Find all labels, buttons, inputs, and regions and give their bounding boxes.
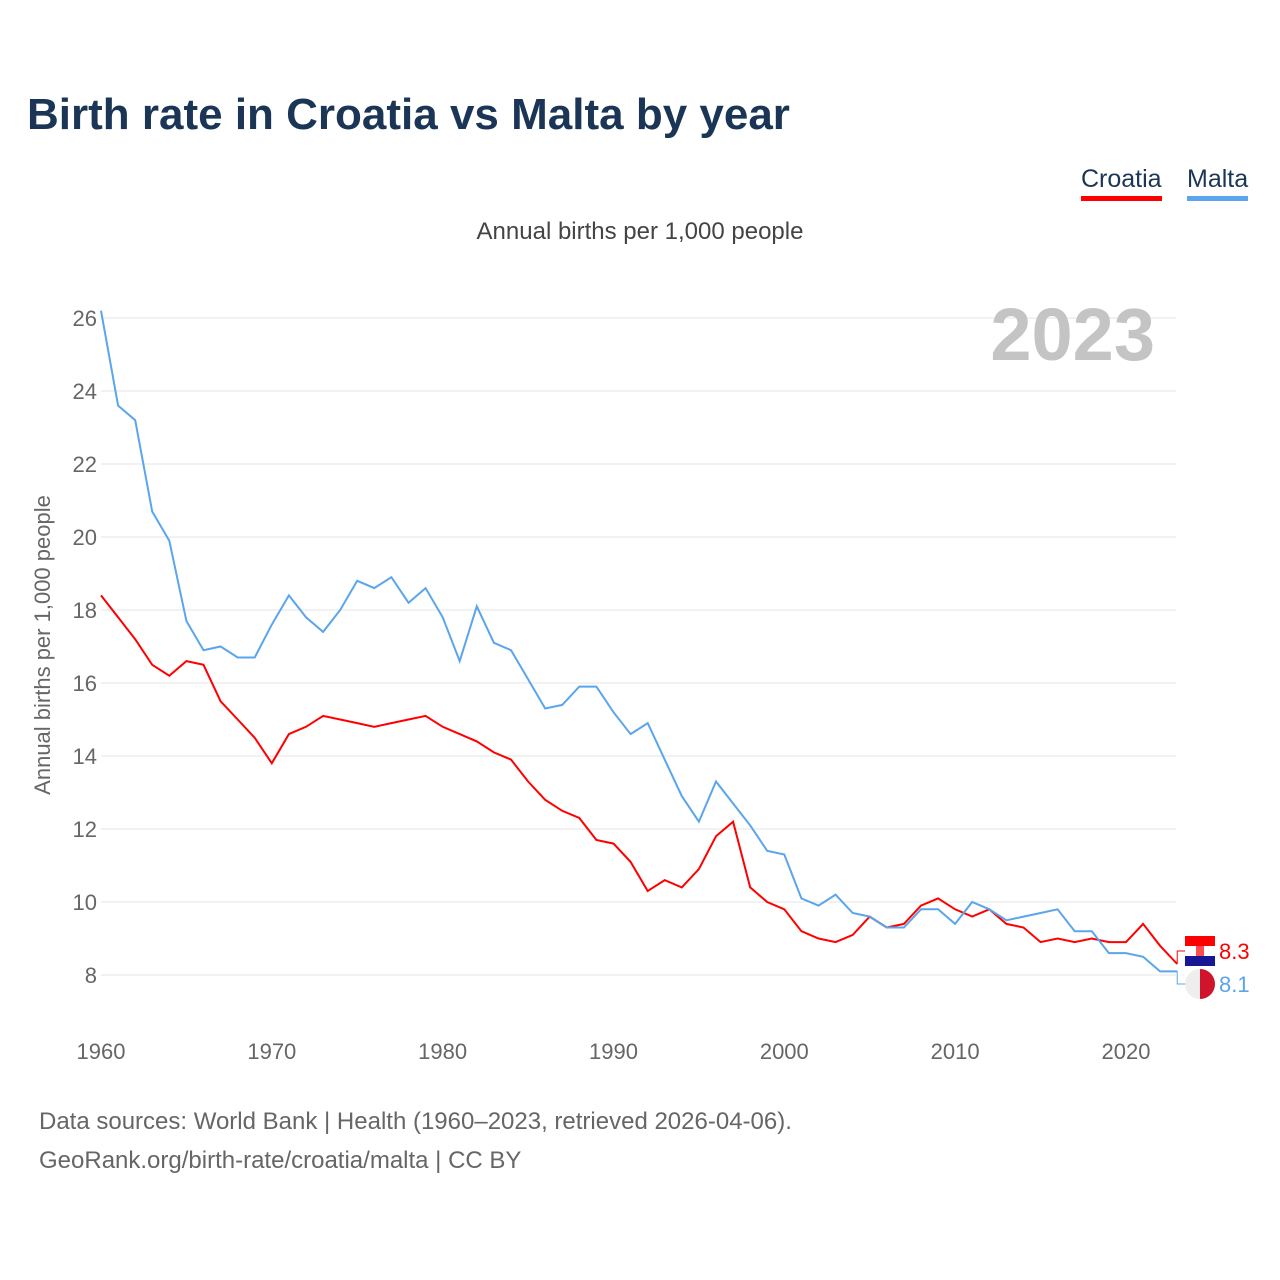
y-tick-label: 20 (73, 525, 97, 550)
croatia-flag-blue (1185, 956, 1215, 966)
footer-link[interactable]: GeoRank.org/birth-rate/croatia/malta | C… (39, 1147, 522, 1174)
chart-title: Birth rate in Croatia vs Malta by year (27, 90, 790, 139)
y-tick-label: 8 (85, 963, 97, 988)
x-tick-label: 2000 (760, 1039, 809, 1064)
croatia-flag-shield (1196, 946, 1204, 956)
y-tick-label: 10 (73, 890, 97, 915)
x-tick-label: 1960 (77, 1039, 126, 1064)
year-watermark: 2023 (990, 293, 1155, 376)
y-tick-label: 26 (73, 306, 97, 331)
footer-sources: Data sources: World Bank | Health (1960–… (39, 1108, 792, 1135)
croatia-flag-red (1185, 936, 1215, 946)
y-tick-label: 16 (73, 671, 97, 696)
x-tick-label: 1970 (247, 1039, 296, 1064)
y-tick-label: 18 (73, 598, 97, 623)
end-value-label: 8.1 (1219, 972, 1250, 997)
legend-malta[interactable]: Malta (1187, 165, 1249, 201)
x-tick-label: 1990 (589, 1039, 638, 1064)
end-value-label: 8.3 (1219, 939, 1250, 964)
y-axis-label: Annual births per 1,000 people (30, 495, 55, 795)
x-tick-label: 2010 (931, 1039, 980, 1064)
chart-subtitle: Annual births per 1,000 people (476, 218, 804, 245)
y-tick-label: 24 (73, 379, 97, 404)
legend-croatia[interactable]: Croatia (1081, 165, 1162, 201)
x-tick-label: 2020 (1102, 1039, 1151, 1064)
x-tick-label: 1980 (418, 1039, 467, 1064)
y-tick-label: 12 (73, 817, 97, 842)
malta-flag-red (1200, 969, 1215, 999)
y-tick-label: 14 (73, 744, 97, 769)
end-connector (1176, 971, 1186, 985)
line-croatia (100, 594, 1178, 965)
line-malta (100, 310, 1178, 973)
y-tick-label: 22 (73, 452, 97, 477)
end-connector (1176, 950, 1186, 965)
